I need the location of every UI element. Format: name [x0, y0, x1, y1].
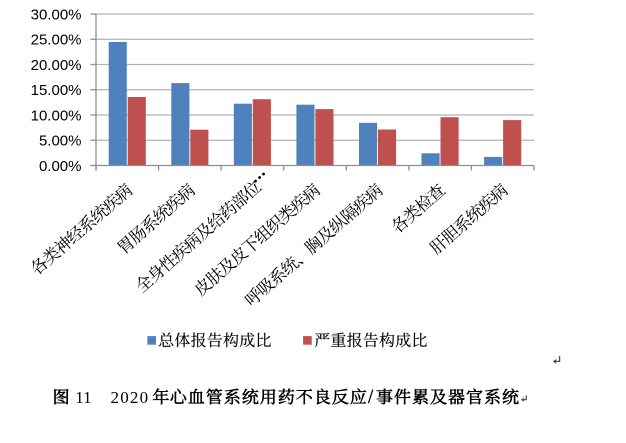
svg-text:11: 11: [75, 388, 91, 407]
svg-text:5.00%: 5.00%: [39, 133, 82, 150]
svg-text:10.00%: 10.00%: [31, 107, 82, 124]
svg-text:25.00%: 25.00%: [31, 32, 82, 49]
svg-text:0.00%: 0.00%: [39, 158, 82, 175]
svg-text:30.00%: 30.00%: [31, 6, 82, 23]
svg-text:20.00%: 20.00%: [31, 57, 82, 74]
svg-text:15.00%: 15.00%: [31, 82, 82, 99]
svg-text:2020: 2020: [111, 388, 149, 407]
